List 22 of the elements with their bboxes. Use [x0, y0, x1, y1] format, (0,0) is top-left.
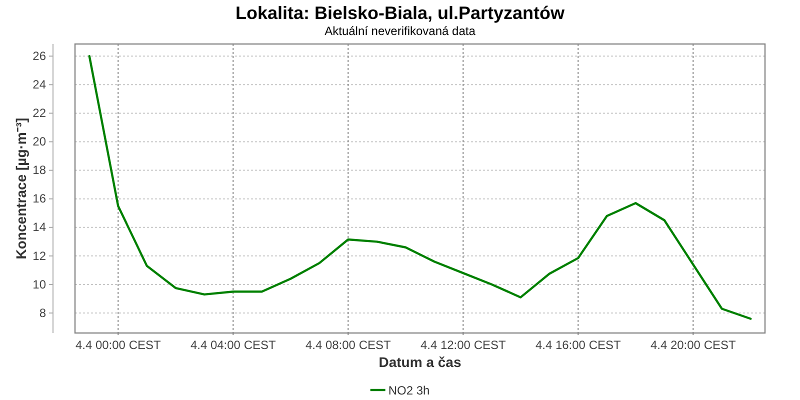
x-tick-label: 4.4 20:00 CEST — [650, 338, 736, 352]
legend-label: NO2 3h — [388, 384, 430, 398]
y-tick-label: 10 — [32, 277, 46, 292]
y-tick-label: 24 — [32, 78, 46, 92]
y-tick-label: 16 — [32, 192, 46, 206]
y-axis-title: Koncentrace [µg·m⁻³] — [13, 118, 29, 260]
x-tick-label: 4.4 04:00 CEST — [190, 338, 276, 352]
x-tick-label: 4.4 16:00 CEST — [535, 338, 622, 352]
y-tick-label: 8 — [39, 306, 46, 320]
y-tick-label: 22 — [32, 106, 46, 120]
x-axis-title: Datum a čas — [378, 354, 462, 370]
x-tick-label: 4.4 00:00 CEST — [75, 338, 162, 352]
line-series — [88, 55, 752, 320]
x-tick-label: 4.4 12:00 CEST — [420, 338, 506, 352]
y-tick-label: 26 — [32, 48, 46, 63]
y-tick-label: 20 — [32, 134, 46, 149]
y-tick-label: 14 — [32, 220, 46, 234]
chart-title: Lokalita: Bielsko-Biala, ul.Partyzantów — [235, 3, 566, 23]
y-tick-label: 12 — [32, 248, 46, 263]
chart-subtitle: Aktuální neverifikovaná data — [324, 24, 476, 38]
y-tick-label: 18 — [32, 163, 46, 178]
x-tick-label: 4.4 08:00 CEST — [305, 338, 392, 352]
